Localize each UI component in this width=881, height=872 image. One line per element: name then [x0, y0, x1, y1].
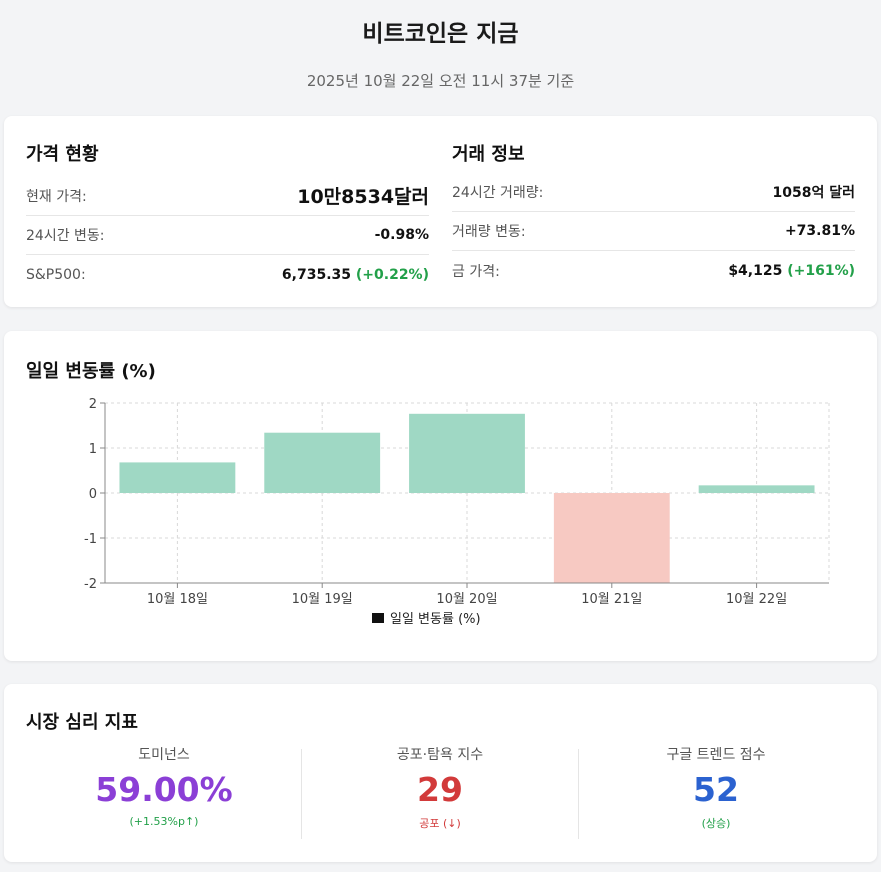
fear-greed-value: 29 [417, 770, 463, 809]
sp500-change: (+0.22%) [355, 267, 429, 283]
x-tick-label: 10월 19일 [292, 592, 353, 607]
trade-row-label: 금 가격: [452, 264, 500, 280]
trade-row-gold: 금 가격: $4,125 (+161%) [452, 251, 855, 291]
y-tick-label: -2 [84, 577, 97, 592]
price-row-sp500: S&P500: 6,735.35 (+0.22%) [26, 255, 429, 295]
bar [264, 432, 381, 493]
trade-row-label: 거래량 변동: [452, 224, 526, 240]
page-title: 비트코인은 지금 [362, 21, 519, 47]
page-subtitle: 2025년 10월 22일 오전 11시 37분 기준 [306, 72, 575, 90]
price-row-label: 현재 가격: [26, 188, 87, 205]
trade-section-title: 거래 정보 [452, 144, 525, 165]
fear-greed-label: 공포·탐욕 지수 [396, 747, 484, 763]
daily-change-chart: 2 1 0 -1 -2 10월 18일 10월 19일 10월 20일 10월 21일 10월 2… [84, 397, 830, 627]
google-trend-metric: 구글 트렌드 점수 52 (상승) [578, 744, 854, 831]
bar [698, 485, 815, 493]
fear-greed-sub: 공포 (↓) [419, 817, 461, 830]
sentiment-card: 시장 심리 지표 도미넌스 59.00% (+1.53%p↑) 공포·탐욕 지수… [4, 684, 877, 862]
sentiment-title: 시장 심리 지표 [26, 712, 138, 733]
y-tick-label: 2 [89, 397, 97, 412]
legend-swatch [372, 613, 384, 623]
price-row-current: 현재 가격: 10만8534달러 [26, 176, 429, 216]
dominance-value: 59.00% [95, 770, 233, 809]
y-tick-label: -1 [84, 532, 97, 547]
volume-value: 1058억 달러 [772, 184, 855, 201]
x-tick-label: 10월 21일 [581, 592, 642, 607]
dominance-metric: 도미넌스 59.00% (+1.53%p↑) [26, 744, 302, 828]
legend-label: 일일 변동률 (%) [390, 612, 481, 627]
google-trend-value: 52 [693, 770, 739, 809]
price-section-title: 가격 현황 [26, 144, 99, 165]
gold-change: (+161%) [787, 263, 855, 279]
current-price-value: 10만8534달러 [297, 186, 429, 208]
metric-divider [578, 749, 579, 839]
sp500-value: 6,735.35 (+0.22%) [282, 267, 429, 283]
trade-row-volume: 24시간 거래량: 1058억 달러 [452, 172, 855, 212]
x-tick-label: 10월 20일 [436, 592, 497, 607]
gold-value: $4,125 (+161%) [728, 263, 855, 279]
bar [553, 493, 670, 583]
volume-change-value: +73.81% [784, 223, 855, 239]
google-trend-label: 구글 트렌드 점수 [666, 747, 766, 763]
metric-divider [301, 749, 302, 839]
sp500-number: 6,735.35 [281, 267, 352, 283]
price-row-change: 24시간 변동: -0.98% [26, 216, 429, 255]
x-tick-label: 10월 18일 [147, 592, 208, 607]
fear-greed-metric: 공포·탐욕 지수 29 공포 (↓) [302, 744, 578, 831]
y-tick-label: 0 [89, 487, 97, 502]
chart-title: 일일 변동률 (%) [26, 361, 156, 382]
trade-row-label: 24시간 거래량: [452, 184, 544, 201]
gold-number: $4,125 [728, 263, 783, 279]
bar [119, 462, 236, 493]
bar [409, 413, 525, 493]
daily-change-card: 일일 변동률 (%) 2 1 0 -1 -2 10월 18일 10월 19일 10월 20일 1… [4, 331, 877, 661]
change-24h-value: -0.98% [374, 227, 429, 243]
price-row-label: 24시간 변동: [26, 228, 105, 244]
x-tick-label: 10월 22일 [726, 592, 787, 607]
price-info-card: 가격 현황 현재 가격: 10만8534달러 24시간 변동: -0.98% S… [4, 116, 877, 307]
trade-row-volume-change: 거래량 변동: +73.81% [452, 212, 855, 251]
google-trend-sub: (상승) [701, 817, 731, 830]
price-row-label: S&P500: [26, 267, 86, 283]
y-tick-label: 1 [89, 442, 97, 457]
dominance-sub: (+1.53%p↑) [129, 815, 199, 828]
dominance-label: 도미넌스 [138, 747, 190, 763]
